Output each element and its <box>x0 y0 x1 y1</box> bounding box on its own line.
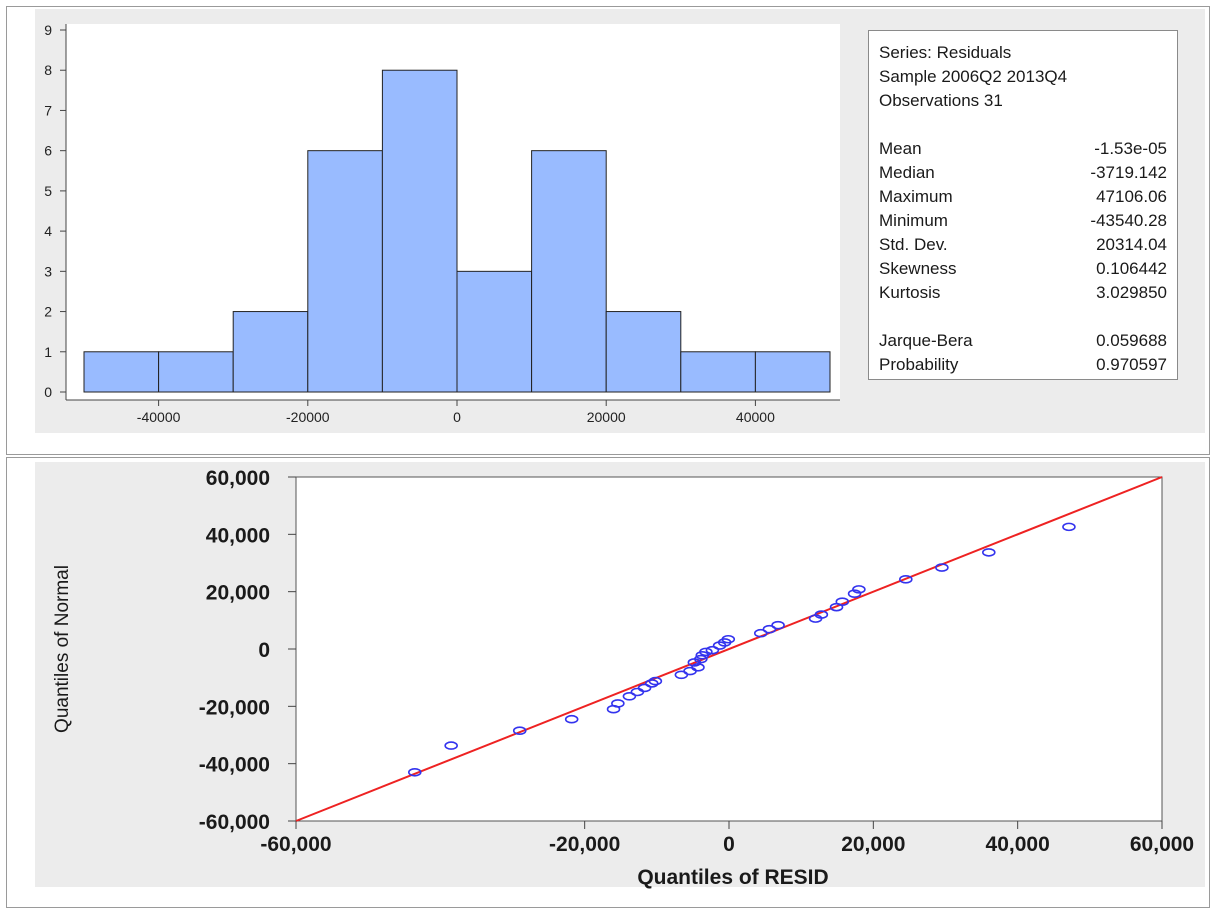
histogram-y-tick-label: 8 <box>44 62 52 78</box>
stats-row-minimum: Minimum -43540.28 <box>879 211 1167 230</box>
histogram-bar <box>83 351 160 393</box>
stats-row-maximum: Maximum 47106.06 <box>879 187 1167 206</box>
histogram-y-tick-label: 5 <box>44 183 52 199</box>
histogram-bar <box>531 150 607 393</box>
histogram-bar <box>754 351 831 393</box>
histogram-y-tick-label: 2 <box>44 304 52 320</box>
stats-observations: Observations 31 <box>879 91 1003 110</box>
histogram-y-tick-label: 0 <box>44 384 52 400</box>
histogram-bar <box>307 150 383 393</box>
histogram-x-tick-label: 20000 <box>587 409 626 425</box>
histogram-bar <box>605 311 682 393</box>
histogram-x-tick-label: 0 <box>453 409 461 425</box>
histogram-x-tick-label: -40000 <box>137 409 181 425</box>
histogram-chart: 0 1 2 3 4 5 6 7 8 9 -40000 -20000 0 20000 40000 <box>44 22 840 425</box>
histogram-bar <box>456 270 533 393</box>
stats-row-mean: Mean -1.53e-05 <box>879 139 1167 158</box>
stats-row-skewness: Skewness 0.106442 <box>879 259 1167 278</box>
histogram-y-tick-label: 9 <box>44 22 52 38</box>
histogram-y-tick-label: 1 <box>44 344 52 360</box>
histogram-x-tick-label: 40000 <box>736 409 775 425</box>
histogram-bar <box>680 351 756 393</box>
stats-row-probability: Probability 0.970597 <box>879 355 1167 374</box>
stats-series: Series: Residuals <box>879 43 1012 62</box>
qq-panel <box>6 457 1210 908</box>
qq-frame <box>35 462 1205 887</box>
histogram-bar <box>158 351 234 393</box>
histogram-bar <box>381 69 458 393</box>
stats-box: Series: Residuals Sample 2006Q2 2013Q4 O… <box>868 30 1178 380</box>
histogram-y-tick-label: 3 <box>44 263 52 279</box>
histogram-y-tick-label: 6 <box>44 143 52 159</box>
stats-sample: Sample 2006Q2 2013Q4 <box>879 67 1068 86</box>
histogram-y-tick-label: 7 <box>44 102 52 118</box>
stats-row-median: Median -3719.142 <box>879 163 1167 182</box>
histogram-bar <box>232 311 309 393</box>
stats-row-kurtosis: Kurtosis 3.029850 <box>879 283 1167 302</box>
stats-row-std-dev: Std. Dev. 20314.04 <box>879 235 1167 254</box>
stats-row-jarque-bera: Jarque-Bera 0.059688 <box>879 331 1167 350</box>
histogram-y-tick-label: 4 <box>44 223 52 239</box>
histogram-x-tick-label: -20000 <box>286 409 330 425</box>
